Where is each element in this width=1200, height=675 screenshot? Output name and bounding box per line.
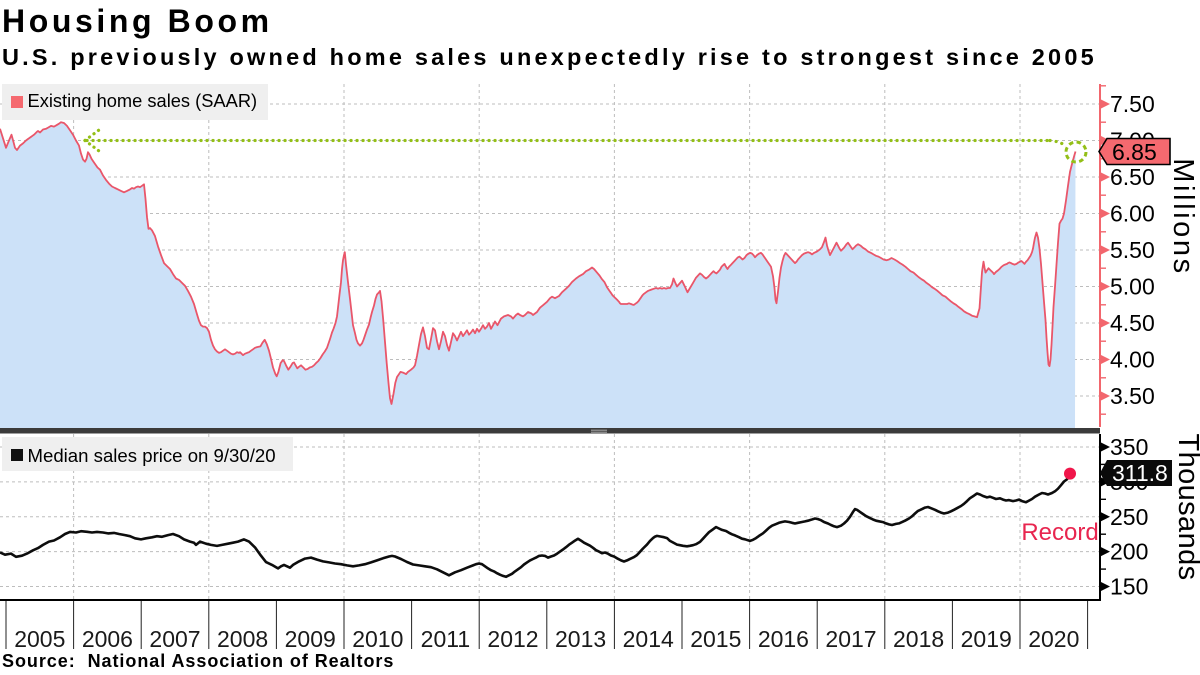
svg-text:6.85: 6.85 xyxy=(1112,139,1157,165)
svg-text:5.00: 5.00 xyxy=(1110,274,1155,300)
svg-text:200: 200 xyxy=(1110,539,1148,565)
svg-text:4.00: 4.00 xyxy=(1110,347,1155,373)
svg-text:Thousands: Thousands xyxy=(1172,433,1200,580)
svg-text:2007: 2007 xyxy=(149,626,200,652)
svg-text:Millions: Millions xyxy=(1167,158,1199,276)
svg-text:2016: 2016 xyxy=(758,626,809,652)
svg-text:311.8: 311.8 xyxy=(1112,460,1168,486)
svg-text:Record: Record xyxy=(1021,519,1098,546)
svg-text:2014: 2014 xyxy=(623,626,674,652)
svg-text:3.50: 3.50 xyxy=(1110,383,1155,409)
svg-text:2013: 2013 xyxy=(555,626,606,652)
svg-text:2017: 2017 xyxy=(825,626,876,652)
svg-text:6.50: 6.50 xyxy=(1110,164,1155,190)
svg-text:2015: 2015 xyxy=(690,626,741,652)
svg-text:Existing home sales (SAAR): Existing home sales (SAAR) xyxy=(28,90,258,111)
svg-text:4.50: 4.50 xyxy=(1110,310,1155,336)
svg-text:2019: 2019 xyxy=(961,626,1012,652)
svg-text:5.50: 5.50 xyxy=(1110,237,1155,263)
svg-text:2012: 2012 xyxy=(487,626,538,652)
svg-text:7.50: 7.50 xyxy=(1110,91,1155,117)
svg-text:2011: 2011 xyxy=(421,626,470,652)
svg-text:2005: 2005 xyxy=(14,626,65,652)
svg-text:150: 150 xyxy=(1110,574,1148,600)
svg-text:6.00: 6.00 xyxy=(1110,201,1155,227)
svg-text:350: 350 xyxy=(1110,434,1148,460)
svg-text:2018: 2018 xyxy=(893,626,944,652)
svg-text:2006: 2006 xyxy=(82,626,133,652)
svg-text:Median sales price on 9/30/20: Median sales price on 9/30/20 xyxy=(28,445,276,466)
svg-text:2010: 2010 xyxy=(352,626,403,652)
svg-text:2008: 2008 xyxy=(217,626,268,652)
svg-text:250: 250 xyxy=(1110,504,1148,530)
svg-text:2009: 2009 xyxy=(285,626,336,652)
svg-text:2020: 2020 xyxy=(1028,626,1079,652)
